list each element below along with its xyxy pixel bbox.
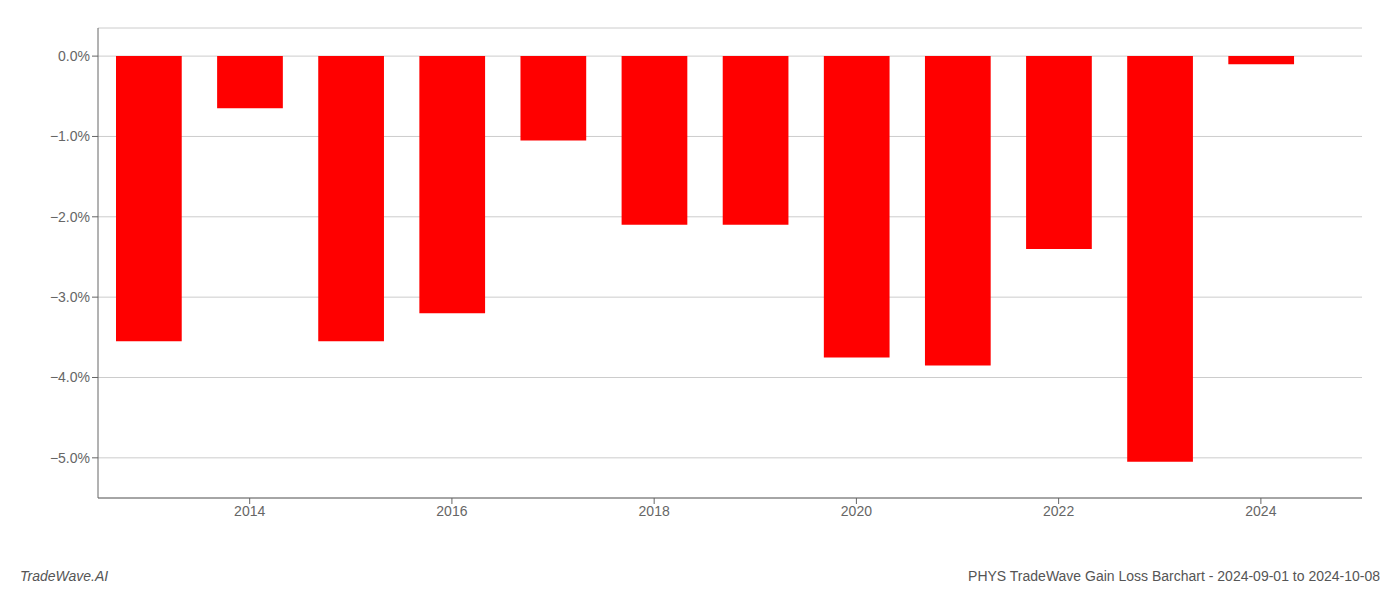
html-text:TradeWave.AI: TradeWave.AI xyxy=(20,568,109,584)
svg-text:−5.0%: −5.0% xyxy=(50,450,90,466)
svg-text:2014: 2014 xyxy=(234,503,265,519)
html-text:PHYS TradeWave Gain Loss Barch: PHYS TradeWave Gain Loss Barchart - 2024… xyxy=(968,568,1380,584)
svg-text:−4.0%: −4.0% xyxy=(50,369,90,385)
svg-text:0.0%: 0.0% xyxy=(58,48,90,64)
svg-text:2022: 2022 xyxy=(1043,503,1074,519)
svg-text:−2.0%: −2.0% xyxy=(50,209,90,225)
svg-text:2016: 2016 xyxy=(436,503,467,519)
svg-text:2024: 2024 xyxy=(1245,503,1276,519)
svg-text:−1.0%: −1.0% xyxy=(50,128,90,144)
svg-text:2018: 2018 xyxy=(639,503,670,519)
svg-text:2020: 2020 xyxy=(841,503,872,519)
svg-text:−3.0%: −3.0% xyxy=(50,289,90,305)
